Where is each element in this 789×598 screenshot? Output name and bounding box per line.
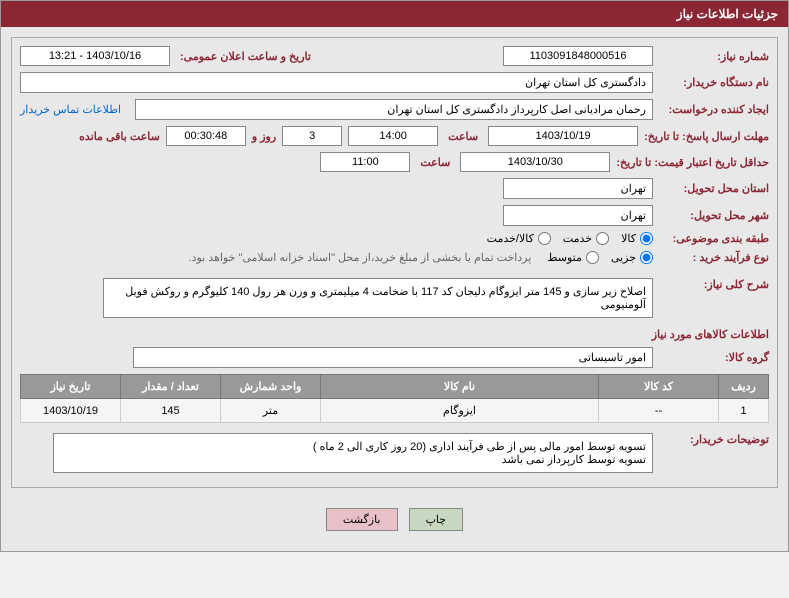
process-radio-group: جزیی متوسط — [547, 251, 653, 264]
need-number-field: 1103091848000516 — [503, 46, 653, 66]
requester-label: ایجاد کننده درخواست: — [659, 103, 769, 116]
buyer-notes-box: تسویه توسط امور مالی پس از طی فرآیند ادا… — [53, 433, 653, 473]
city-label: شهر محل تحویل: — [659, 209, 769, 222]
deadline-time-field: 14:00 — [348, 126, 438, 146]
table-header-row: ردیف کد کالا نام کالا واحد شمارش تعداد /… — [21, 375, 769, 399]
need-number-label: شماره نیاز: — [659, 50, 769, 63]
buyer-org-label: نام دستگاه خریدار: — [659, 76, 769, 89]
radio-goods[interactable]: کالا — [621, 232, 653, 245]
contact-link[interactable]: اطلاعات تماس خریدار — [20, 103, 121, 116]
announce-date-label: تاریخ و ساعت اعلان عمومی: — [176, 50, 315, 63]
buyer-notes-line2: تسویه توسط کارپرداز نمی باشد — [60, 453, 646, 466]
days-and-label: روز و — [252, 130, 276, 143]
th-row: ردیف — [719, 375, 769, 399]
row-need-number: شماره نیاز: 1103091848000516 تاریخ و ساع… — [20, 46, 769, 66]
radio-small[interactable]: جزیی — [611, 251, 653, 264]
radio-medium-input[interactable] — [586, 251, 599, 264]
td-code: -- — [599, 399, 719, 423]
td-name: ایزوگام — [321, 399, 599, 423]
radio-medium-label: متوسط — [547, 251, 582, 264]
radio-goods-service[interactable]: کالا/خدمت — [487, 232, 551, 245]
th-name: نام کالا — [321, 375, 599, 399]
goods-group-field: امور تاسیساتی — [133, 347, 653, 368]
province-field: تهران — [503, 178, 653, 199]
city-field: تهران — [503, 205, 653, 226]
deadline-date-field: 1403/10/19 — [488, 126, 638, 146]
buyer-notes-label: توضیحات خریدار: — [659, 433, 769, 446]
validity-date-field: 1403/10/30 — [460, 152, 610, 172]
row-requester: ایجاد کننده درخواست: رحمان مرادیانی اصل … — [20, 99, 769, 120]
radio-small-label: جزیی — [611, 251, 636, 264]
row-validity: حداقل تاریخ اعتبار قیمت: تا تاریخ: 1403/… — [20, 152, 769, 172]
radio-goods-label: کالا — [621, 232, 636, 245]
validity-time-field: 11:00 — [320, 152, 410, 172]
radio-service-input[interactable] — [596, 232, 609, 245]
row-buyer-org: نام دستگاه خریدار: دادگستری کل استان تهر… — [20, 72, 769, 93]
row-description: شرح کلی نیاز: اصلاح زیر سازی و 145 متر ا… — [20, 278, 769, 318]
process-note: پرداخت تمام یا بخشی از مبلغ خرید،از محل … — [189, 251, 532, 264]
remaining-time-field: 00:30:48 — [166, 126, 246, 146]
print-button[interactable]: چاپ — [409, 508, 464, 531]
requester-field: رحمان مرادیانی اصل کارپرداز دادگستری کل … — [135, 99, 653, 120]
row-city: شهر محل تحویل: تهران — [20, 205, 769, 226]
remaining-label: ساعت باقی مانده — [79, 130, 160, 143]
goods-table: ردیف کد کالا نام کالا واحد شمارش تعداد /… — [20, 374, 769, 423]
radio-goods-service-input[interactable] — [538, 232, 551, 245]
radio-service[interactable]: خدمت — [563, 232, 609, 245]
content-area: شماره نیاز: 1103091848000516 تاریخ و ساع… — [1, 27, 788, 551]
td-date: 1403/10/19 — [21, 399, 121, 423]
announce-date-field: 1403/10/16 - 13:21 — [20, 46, 170, 66]
radio-service-label: خدمت — [563, 232, 592, 245]
table-row: 1 -- ایزوگام متر 145 1403/10/19 — [21, 399, 769, 423]
goods-info-title: اطلاعات کالاهای مورد نیاز — [20, 328, 769, 341]
td-unit: متر — [221, 399, 321, 423]
row-buyer-notes: توضیحات خریدار: تسویه توسط امور مالی پس … — [20, 433, 769, 473]
page-title: جزئیات اطلاعات نیاز — [677, 7, 778, 21]
category-label: طبقه بندی موضوعی: — [659, 232, 769, 245]
deadline-label: مهلت ارسال پاسخ: تا تاریخ: — [644, 130, 769, 143]
row-province: استان محل تحویل: تهران — [20, 178, 769, 199]
radio-goods-service-label: کالا/خدمت — [487, 232, 534, 245]
time-label-1: ساعت — [444, 130, 482, 143]
category-radio-group: کالا خدمت کالا/خدمت — [487, 232, 653, 245]
td-qty: 145 — [121, 399, 221, 423]
desc-label: شرح کلی نیاز: — [659, 278, 769, 291]
row-process: نوع فرآیند خرید : جزیی متوسط پرداخت تمام… — [20, 251, 769, 264]
time-label-2: ساعت — [416, 156, 454, 169]
button-row: چاپ بازگشت — [11, 498, 778, 541]
radio-medium[interactable]: متوسط — [547, 251, 599, 264]
radio-small-input[interactable] — [640, 251, 653, 264]
th-code: کد کالا — [599, 375, 719, 399]
province-label: استان محل تحویل: — [659, 182, 769, 195]
td-row: 1 — [719, 399, 769, 423]
row-goods-group: گروه کالا: امور تاسیساتی — [20, 347, 769, 368]
row-category: طبقه بندی موضوعی: کالا خدمت کالا/خدمت — [20, 232, 769, 245]
process-label: نوع فرآیند خرید : — [659, 251, 769, 264]
th-date: تاریخ نیاز — [21, 375, 121, 399]
buyer-org-field: دادگستری کل استان تهران — [20, 72, 653, 93]
days-field: 3 — [282, 126, 342, 146]
validity-label: حداقل تاریخ اعتبار قیمت: تا تاریخ: — [616, 156, 769, 169]
th-unit: واحد شمارش — [221, 375, 321, 399]
header-bar: جزئیات اطلاعات نیاز — [1, 1, 788, 27]
goods-group-label: گروه کالا: — [659, 351, 769, 364]
buyer-notes-line1: تسویه توسط امور مالی پس از طی فرآیند ادا… — [60, 440, 646, 453]
row-deadline: مهلت ارسال پاسخ: تا تاریخ: 1403/10/19 سا… — [20, 126, 769, 146]
back-button[interactable]: بازگشت — [326, 508, 398, 531]
th-qty: تعداد / مقدار — [121, 375, 221, 399]
desc-box: اصلاح زیر سازی و 145 متر ایزوگام دلیجان … — [103, 278, 653, 318]
radio-goods-input[interactable] — [640, 232, 653, 245]
form-section: شماره نیاز: 1103091848000516 تاریخ و ساع… — [11, 37, 778, 488]
main-container: جزئیات اطلاعات نیاز شماره نیاز: 11030918… — [0, 0, 789, 552]
